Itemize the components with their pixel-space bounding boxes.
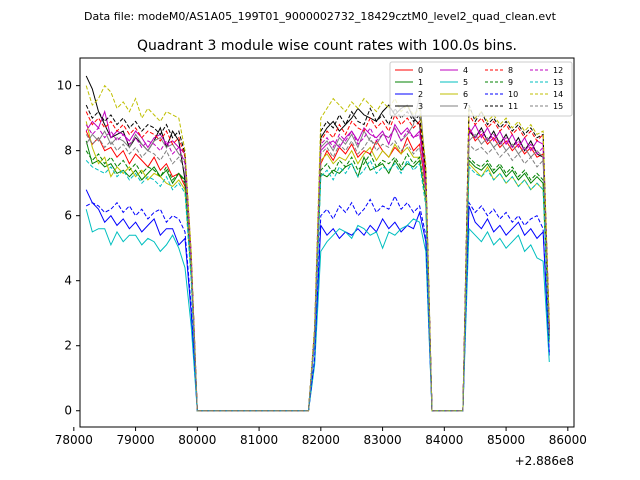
y-tick-label: 6 [64, 209, 72, 223]
x-tick-label: 82000 [302, 433, 340, 447]
legend-label-7: 7 [463, 102, 468, 111]
legend-label-1: 1 [418, 78, 423, 87]
legend-label-5: 5 [463, 78, 468, 87]
y-tick-label: 10 [57, 79, 72, 93]
legend-label-14: 14 [553, 90, 563, 99]
y-axis: 0 2 4 6 8 10 [57, 79, 80, 418]
x-tick-label: 79000 [116, 433, 154, 447]
suptitle: Data file: modeM0/AS1A05_199T01_90000027… [84, 10, 557, 23]
legend-label-8: 8 [508, 66, 513, 75]
legend-label-12: 12 [553, 66, 563, 75]
plot-area-frame [79, 57, 575, 428]
series-line-13 [85, 159, 550, 412]
x-tick-label: 85000 [487, 433, 525, 447]
legend-label-6: 6 [463, 90, 468, 99]
y-tick-label: 4 [64, 274, 72, 288]
legend-label-4: 4 [463, 66, 468, 75]
y-tick-label: 8 [64, 144, 72, 158]
legend-label-15: 15 [553, 102, 563, 111]
series-line-12 [85, 124, 550, 412]
series-line-15 [85, 134, 550, 412]
legend-frame [389, 61, 573, 117]
legend-label-10: 10 [508, 90, 518, 99]
x-tick-label: 78000 [55, 433, 93, 447]
plot-lines [85, 75, 550, 412]
legend-label-9: 9 [508, 78, 513, 87]
x-tick-label: 81000 [240, 433, 278, 447]
chart-title: Quadrant 3 module wise count rates with … [137, 38, 517, 54]
x-tick-label: 86000 [549, 433, 587, 447]
x-offset-label: +2.886e8 [515, 454, 574, 468]
series-line-10 [85, 195, 550, 412]
y-tick-label: 0 [64, 404, 72, 418]
legend-label-11: 11 [508, 102, 518, 111]
x-tick-label: 83000 [363, 433, 401, 447]
legend-label-2: 2 [418, 90, 423, 99]
legend-label-3: 3 [418, 102, 423, 111]
y-tick-label: 2 [64, 339, 72, 353]
x-axis: 78000 79000 80000 81000 82000 83000 84000 85000… [55, 427, 587, 447]
series-line-5 [85, 209, 550, 412]
x-tick-label: 80000 [178, 433, 216, 447]
x-tick-label: 84000 [425, 433, 463, 447]
legend-label-13: 13 [553, 78, 563, 87]
legend-label-0: 0 [418, 66, 423, 75]
